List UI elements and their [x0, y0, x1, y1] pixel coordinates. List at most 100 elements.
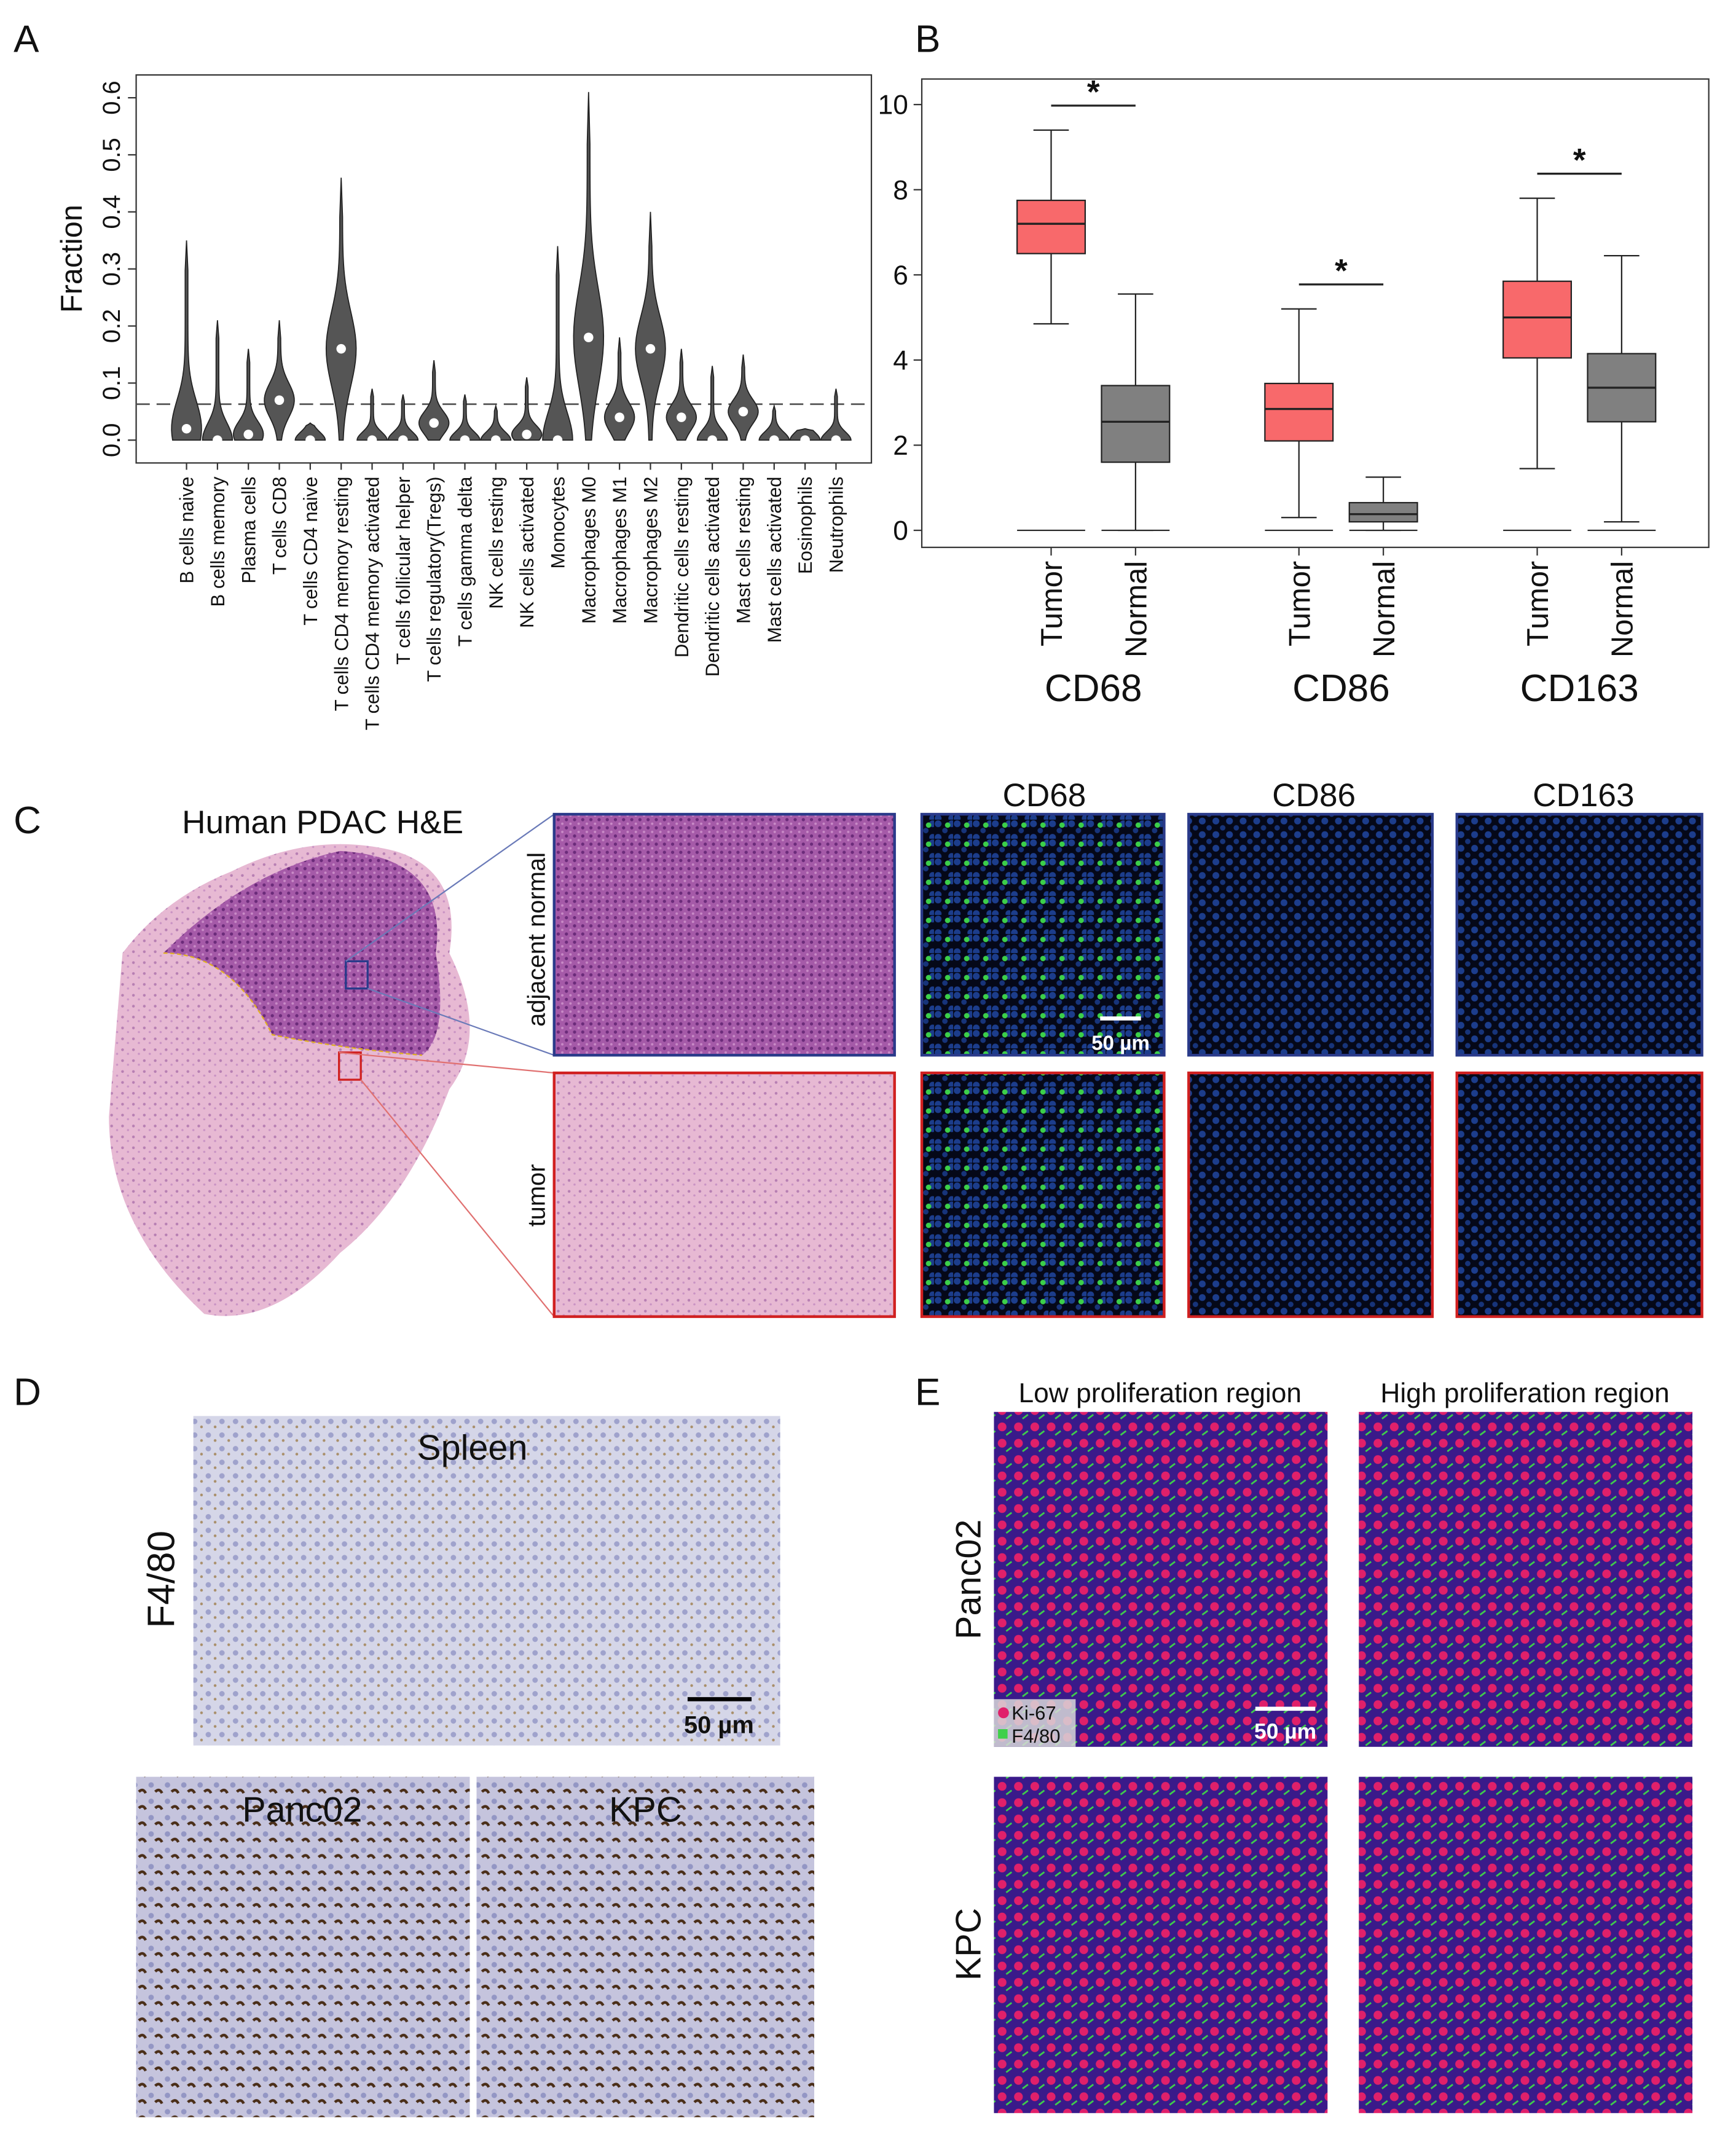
image-label: Spleen [417, 1428, 527, 1467]
y-tick-label: 0.4 [98, 195, 125, 229]
group-label: CD68 [1045, 667, 1142, 710]
x-tick-label: T cells gamma delta [455, 476, 476, 647]
median-dot [645, 343, 656, 354]
y-tick-label: 6 [893, 261, 908, 291]
violin [233, 348, 264, 441]
box [1348, 501, 1418, 523]
violin [511, 377, 543, 441]
x-tick-label: T cells follicular helper [393, 477, 414, 665]
violin [356, 388, 388, 441]
y-tick-label: 2 [893, 431, 908, 461]
if-image [1455, 812, 1703, 1057]
median-dot [336, 343, 346, 354]
median-dot [367, 435, 377, 445]
legend-swatch [998, 1707, 1009, 1719]
row-label: tumor [523, 1164, 550, 1226]
x-tick-label: Tumor [1522, 561, 1555, 646]
violin [325, 178, 357, 441]
legend-label: F4/80 [1011, 1725, 1060, 1747]
x-tick-label: T cells CD4 memory resting [331, 477, 352, 712]
he-inset [552, 1071, 896, 1318]
annotation: * [1573, 142, 1586, 178]
x-tick-label: Tumor [1035, 561, 1069, 646]
if-panels [920, 812, 1703, 1318]
zoom-line [367, 987, 555, 1056]
panel-letter: D [14, 1372, 41, 1414]
median-dot [213, 435, 222, 445]
stain-label: CD163 [1533, 777, 1634, 814]
panel-letter: E [915, 1372, 940, 1414]
scale-label: 50 µm [1254, 1719, 1316, 1744]
he-inset [552, 812, 896, 1057]
median-dot [522, 430, 532, 439]
x-tick-label: Normal [1120, 561, 1153, 657]
violin [202, 320, 234, 441]
violin [449, 394, 481, 441]
median-dot [800, 435, 810, 445]
stain-label: CD86 [1272, 777, 1356, 814]
if-image [1359, 1776, 1693, 2113]
y-tick-label: 0.6 [98, 80, 125, 114]
violin [480, 404, 512, 441]
y-tick-label: 0.0 [98, 423, 125, 457]
violin [758, 404, 790, 441]
zoom-line [360, 1079, 555, 1317]
violin [728, 354, 759, 441]
x-tick-label: Dendritic cells resting [671, 477, 693, 658]
violin [542, 246, 573, 441]
x-tick-label: Normal [1368, 561, 1401, 657]
median-dot [398, 435, 408, 445]
median-dot [429, 418, 439, 428]
panel-letter: A [14, 18, 39, 60]
if-image [994, 1776, 1328, 2113]
y-axis-label: Fraction [55, 205, 88, 313]
x-tick-label: B cells naive [176, 477, 198, 584]
group-label: CD163 [1520, 667, 1639, 710]
if-image [1187, 812, 1434, 1057]
violin [418, 360, 450, 441]
box [1264, 382, 1334, 442]
row-label: adjacent normal [523, 852, 550, 1027]
image-label: KPC [609, 1791, 681, 1830]
x-tick-label: T cells CD4 naive [300, 477, 321, 626]
median-dot [181, 423, 192, 434]
median-dot [491, 435, 501, 445]
scale-label: 50 µm [1091, 1032, 1150, 1054]
violin [387, 394, 419, 441]
median-dot [769, 435, 779, 445]
x-tick-label: T cells CD8 [269, 477, 291, 575]
y-tick-label: 0 [893, 516, 908, 546]
panel-letter: C [14, 799, 41, 842]
median-dot [243, 430, 253, 439]
image-label: Panc02 [242, 1791, 362, 1830]
x-tick-label: Normal [1606, 561, 1640, 657]
x-tick-label: Eosinophils [795, 477, 816, 575]
y-tick-label: 4 [893, 345, 908, 375]
violin [264, 320, 295, 441]
box [1016, 199, 1086, 254]
boundary [163, 952, 422, 1056]
x-tick-label: B cells memory [207, 476, 229, 606]
y-tick-label: 0.2 [98, 309, 125, 343]
violin [789, 428, 821, 441]
box [1502, 280, 1573, 359]
y-tick-label: 8 [893, 175, 908, 205]
median-dot [677, 412, 686, 422]
violin [820, 388, 852, 441]
violin [635, 211, 666, 441]
x-tick-label: Plasma cells [238, 477, 259, 584]
x-tick-label: Macrophages M0 [578, 477, 600, 624]
column-label: High proliferation region [1380, 1378, 1669, 1408]
legend-swatch [998, 1729, 1008, 1739]
if-image [1455, 1071, 1703, 1318]
annotation: * [1087, 74, 1100, 110]
violin [294, 422, 326, 441]
violin [666, 348, 697, 441]
x-tick-label: Macrophages M1 [609, 477, 630, 624]
box [1101, 385, 1171, 463]
x-tick-label: Neutrophils [826, 477, 847, 573]
median-dot [460, 435, 470, 445]
median-dot [552, 435, 563, 445]
row-label: F4/80 [141, 1531, 183, 1628]
stain-label: CD68 [1002, 777, 1086, 814]
